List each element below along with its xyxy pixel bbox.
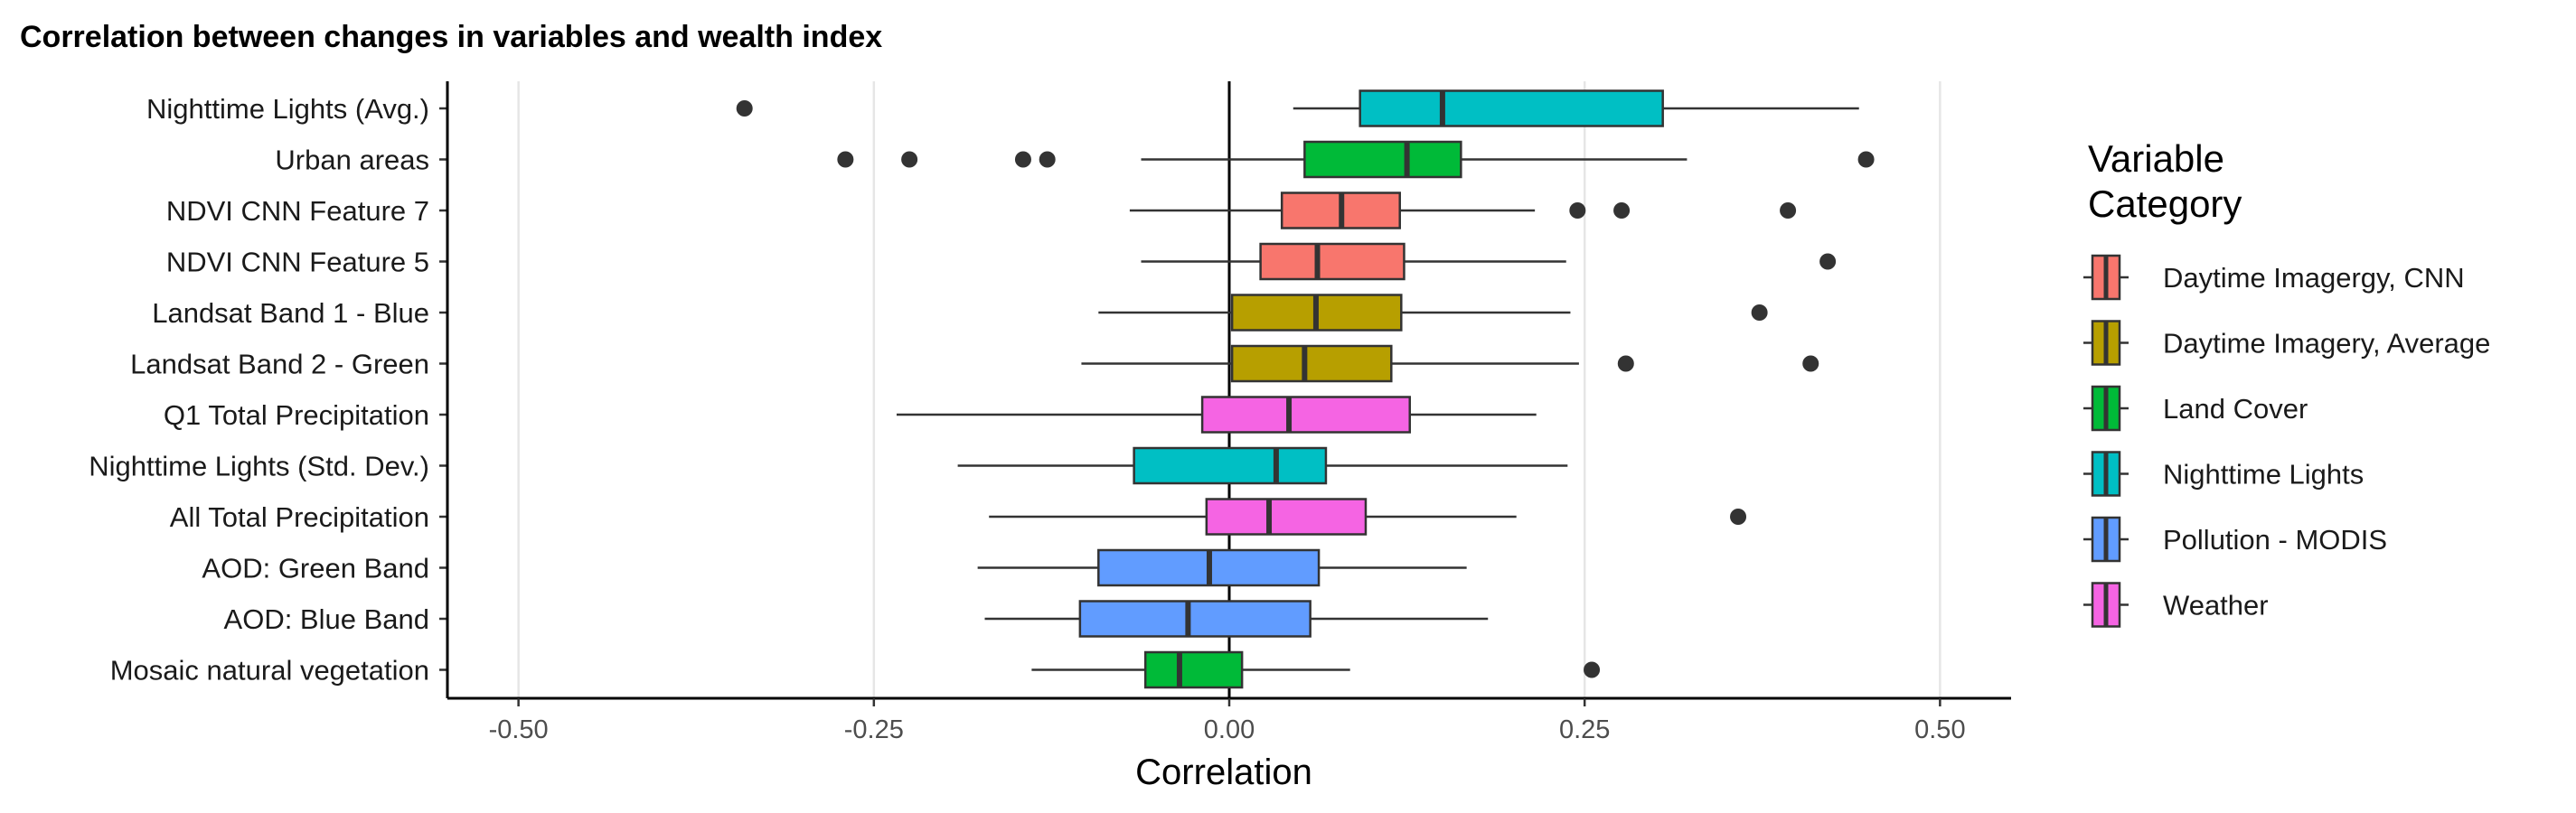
- y-tick-label-7: Nighttime Lights (Std. Dev.): [89, 451, 429, 482]
- y-tick-label-2: NDVI CNN Feature 7: [166, 195, 429, 227]
- x-tick-label-0: -0.50: [489, 715, 549, 744]
- legend-item-3: Nighttime Lights: [2083, 451, 2364, 497]
- y-tick-label-1: Urban areas: [275, 145, 429, 176]
- box-7: [957, 446, 1568, 485]
- box-10: [984, 600, 1489, 638]
- legend-item-1: Daytime Imagery, Average: [2083, 320, 2490, 366]
- outlier-5-0: [1617, 355, 1634, 372]
- box-9: [977, 548, 1467, 587]
- box-rect-1: [1303, 140, 1462, 179]
- box-8: [989, 498, 1747, 536]
- box-rect-5: [1230, 344, 1393, 383]
- box-rect-10: [1078, 600, 1312, 638]
- legend-item-0: Daytime Imagergy, CNN: [2083, 254, 2465, 301]
- boxes-layer: [736, 81, 1875, 698]
- x-tick-label-3: 0.25: [1559, 715, 1610, 744]
- box-rect-7: [1133, 446, 1328, 485]
- outlier-2-0: [1569, 202, 1586, 219]
- outlier-1-3: [1039, 151, 1056, 168]
- box-rect-0: [1359, 89, 1664, 127]
- outlier-8-0: [1730, 509, 1747, 525]
- y-tick-label-11: Mosaic natural vegetation: [110, 655, 429, 687]
- y-tick-label-6: Q1 Total Precipitation: [164, 399, 429, 431]
- legend-label-4: Pollution - MODIS: [2163, 524, 2387, 556]
- box-1: [837, 140, 1875, 179]
- outlier-1-0: [837, 151, 854, 168]
- legend-label-2: Land Cover: [2163, 393, 2308, 425]
- outlier-1-2: [1014, 151, 1031, 168]
- legend-item-4: Pollution - MODIS: [2083, 516, 2387, 563]
- x-axis-label: Correlation: [1135, 752, 1312, 792]
- legend-title-line-0: Variable: [2088, 137, 2224, 180]
- outlier-1-1: [901, 151, 918, 168]
- box-0: [736, 89, 1859, 127]
- legend-item-5: Weather: [2083, 582, 2269, 628]
- box-rect-8: [1205, 498, 1368, 536]
- legend-label-0: Daytime Imagergy, CNN: [2163, 262, 2465, 294]
- outlier-4-0: [1751, 304, 1768, 321]
- outlier-2-1: [1613, 202, 1631, 219]
- outlier-5-1: [1802, 355, 1819, 372]
- x-tick-label-1: -0.25: [844, 715, 904, 744]
- y-tick-label-4: Landsat Band 1 - Blue: [152, 297, 429, 329]
- x-tick-label-4: 0.50: [1914, 715, 1965, 744]
- outlier-3-0: [1819, 253, 1837, 270]
- box-5: [1081, 344, 1819, 383]
- y-tick-label-5: Landsat Band 2 - Green: [130, 349, 429, 380]
- outlier-2-2: [1780, 202, 1797, 219]
- legend-item-2: Land Cover: [2083, 385, 2308, 432]
- y-tick-label-8: All Total Precipitation: [170, 501, 429, 533]
- chart-title: Correlation between changes in variables…: [20, 20, 882, 54]
- box-rect-11: [1143, 650, 1244, 689]
- y-tick-label-10: AOD: Blue Band: [224, 603, 429, 635]
- box-3: [1141, 242, 1837, 281]
- outlier-11-0: [1584, 661, 1601, 678]
- legend-title-line-1: Category: [2088, 182, 2242, 225]
- legend-label-3: Nighttime Lights: [2163, 459, 2364, 491]
- box-6: [896, 396, 1537, 434]
- legend-label-1: Daytime Imagery, Average: [2163, 328, 2490, 360]
- x-tick-label-2: 0.00: [1204, 715, 1255, 744]
- y-tick-label-0: Nighttime Lights (Avg.): [146, 93, 429, 125]
- box-11: [1031, 650, 1601, 689]
- box-4: [1098, 294, 1768, 332]
- axes: Nighttime Lights (Avg.) Urban areas NDVI C…: [89, 81, 2011, 744]
- legend-label-5: Weather: [2163, 590, 2269, 621]
- y-tick-label-3: NDVI CNN Feature 5: [166, 247, 429, 278]
- box-rect-6: [1200, 396, 1411, 434]
- box-2: [1129, 192, 1797, 229]
- y-tick-label-9: AOD: Green Band: [202, 553, 429, 584]
- outlier-0-0: [736, 100, 753, 117]
- box-rect-3: [1259, 242, 1406, 281]
- outlier-1-4: [1857, 151, 1875, 168]
